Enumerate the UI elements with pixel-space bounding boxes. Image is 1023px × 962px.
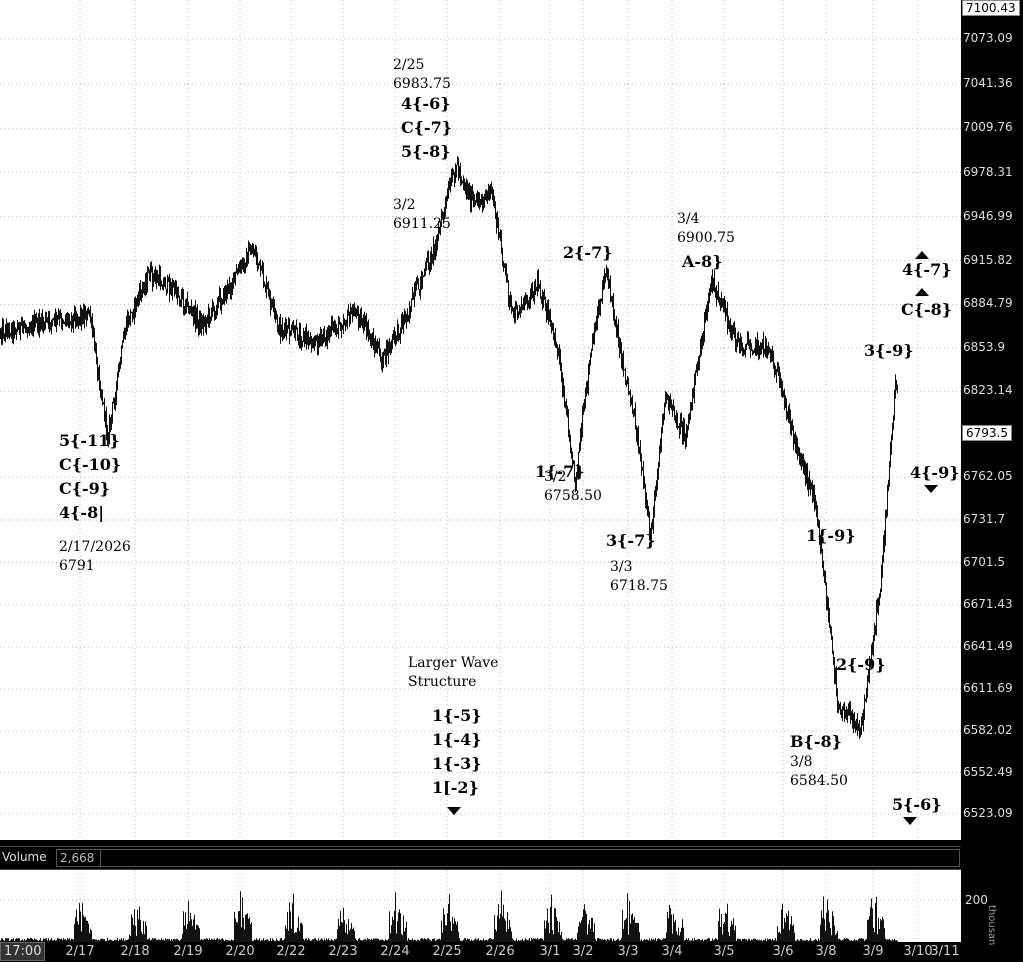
time-tick-label: 3/10 xyxy=(903,944,933,959)
wave-label: Larger Wave xyxy=(408,655,498,671)
wave-label: 2{-9} xyxy=(836,655,885,674)
price-chart-panel[interactable]: 5{-11} C{-10} C{-9} 4{-8| 2/17/2026 6791 2/25 6… xyxy=(0,0,961,840)
price-tick-label: 6731.7 xyxy=(963,512,1005,527)
down-arrow-icon xyxy=(447,807,461,815)
wave-label: C{-7} xyxy=(401,118,452,137)
price-tick-label: 6641.49 xyxy=(963,639,1013,654)
wave-label: 1{-7} xyxy=(535,462,584,481)
wave-label: 6900.75 xyxy=(677,230,735,246)
wave-label: 3{-9} xyxy=(864,341,913,360)
time-tick-label: 2/18 xyxy=(120,944,150,959)
wave-label: 1{-9} xyxy=(806,526,855,545)
high-price-marker: 7100.43 xyxy=(962,0,1020,16)
up-arrow-icon xyxy=(915,288,929,296)
down-arrow-icon xyxy=(903,817,917,825)
volume-tick-label: 200 xyxy=(965,893,988,907)
price-tick-label: 6552.49 xyxy=(963,764,1013,779)
volume-header: Volume 2,668 xyxy=(0,846,961,870)
wave-label: 3/3 xyxy=(610,559,633,575)
wave-label: 5{-11} xyxy=(59,431,120,450)
wave-label: 3/8 xyxy=(790,754,813,770)
time-tick-label: 3/9 xyxy=(862,944,884,959)
time-tick-label: 2/25 xyxy=(432,944,462,959)
time-tick-label: 3/2 xyxy=(572,944,594,959)
time-tick-label: 3/8 xyxy=(815,944,837,959)
price-tick-label: 6978.31 xyxy=(963,164,1013,179)
wave-label: 2/17/2026 xyxy=(59,539,131,555)
wave-label: 5{-8} xyxy=(401,142,450,161)
wave-label: 6983.75 xyxy=(393,76,451,92)
wave-label: 3/2 xyxy=(544,469,567,485)
wave-label: 2/25 xyxy=(393,57,424,73)
time-tick-label: 3/11 xyxy=(930,944,960,959)
volume-chart xyxy=(0,870,961,942)
volume-value: 2,668 xyxy=(56,849,101,867)
wave-label: 6584.50 xyxy=(790,773,848,789)
volume-chart-panel[interactable] xyxy=(0,870,961,942)
wave-label: 6758.50 xyxy=(544,488,602,504)
price-chart: 5{-11} C{-10} C{-9} 4{-8| 2/17/2026 6791 2/25 6… xyxy=(0,0,961,840)
wave-label: 4{-9} xyxy=(910,463,959,482)
price-tick-label: 6884.79 xyxy=(963,296,1013,311)
price-tick-label: 7073.09 xyxy=(963,31,1013,45)
price-tick-label: 6582.02 xyxy=(963,722,1013,737)
time-tick-label: 3/5 xyxy=(713,944,735,959)
wave-label: 3{-7} xyxy=(606,531,655,550)
time-tick-label: 3/4 xyxy=(661,944,683,959)
price-tick-label: 6611.69 xyxy=(963,681,1013,696)
time-tick-label: 3/6 xyxy=(772,944,794,959)
wave-label: 2{-7} xyxy=(563,243,612,262)
time-axis[interactable]: 17:00 2/17 2/18 2/19 2/20 2/22 2/23 2/24 2/25 2/… xyxy=(0,942,961,962)
wave-label: 6791 xyxy=(59,558,95,574)
time-tick-label: 2/23 xyxy=(328,944,358,959)
price-tick-label: 6523.09 xyxy=(963,806,1013,820)
wave-label: B{-8} xyxy=(790,732,842,751)
price-tick-label: 6762.05 xyxy=(963,469,1013,484)
time-tick-label: 2/24 xyxy=(380,944,410,959)
price-tick-label: 6701.5 xyxy=(963,554,1005,569)
wave-label: 5{-6} xyxy=(892,795,941,814)
wave-label: Structure xyxy=(408,674,476,690)
volume-label: Volume xyxy=(2,850,47,864)
time-axis-start: 17:00 xyxy=(0,942,46,961)
wave-label: 4{-8| xyxy=(59,503,104,522)
price-tick-label: 6671.43 xyxy=(963,596,1013,611)
price-tick-label: 6823.14 xyxy=(963,383,1013,398)
time-tick-label: 2/17 xyxy=(65,944,95,959)
wave-label: 6718.75 xyxy=(610,578,668,594)
volume-header-field xyxy=(100,849,960,867)
wave-label: 1{-4} xyxy=(432,730,481,749)
time-tick-label: 2/22 xyxy=(276,944,306,959)
down-arrow-icon xyxy=(924,485,938,493)
time-tick-label: 3/1 xyxy=(539,944,561,959)
price-tick-label: 7009.76 xyxy=(963,120,1013,135)
wave-label: 3/4 xyxy=(677,211,700,227)
wave-label: 1{-5} xyxy=(432,706,481,725)
wave-label: A-8} xyxy=(681,252,722,271)
wave-label: 4{-6} xyxy=(401,94,450,113)
wave-label: 4{-7} xyxy=(902,260,951,279)
price-axis[interactable]: 7073.09 7041.36 7009.76 6978.31 6946.99 6915.… xyxy=(961,0,1023,962)
wave-label: 6911.25 xyxy=(393,216,451,232)
time-tick-label: 2/26 xyxy=(485,944,515,959)
volume-unit-label: thousan xyxy=(986,905,997,946)
wave-label: C{-9} xyxy=(59,479,110,498)
wave-label: 1{-3} xyxy=(432,754,481,773)
up-arrow-icon xyxy=(915,251,929,259)
wave-label: 1[-2} xyxy=(432,778,479,797)
wave-label: C{-10} xyxy=(59,455,121,474)
time-tick-label: 2/20 xyxy=(225,944,255,959)
time-tick-label: 3/3 xyxy=(617,944,639,959)
price-tick-label: 6915.82 xyxy=(963,252,1013,267)
wave-label: 3/2 xyxy=(393,197,416,213)
last-price-marker: 6793.5 xyxy=(962,424,1012,441)
time-tick-label: 2/19 xyxy=(173,944,203,959)
price-tick-label: 6946.99 xyxy=(963,208,1013,223)
wave-label: C{-8} xyxy=(901,300,952,319)
price-tick-label: 6853.9 xyxy=(963,339,1005,354)
price-tick-label: 7041.36 xyxy=(963,75,1013,90)
